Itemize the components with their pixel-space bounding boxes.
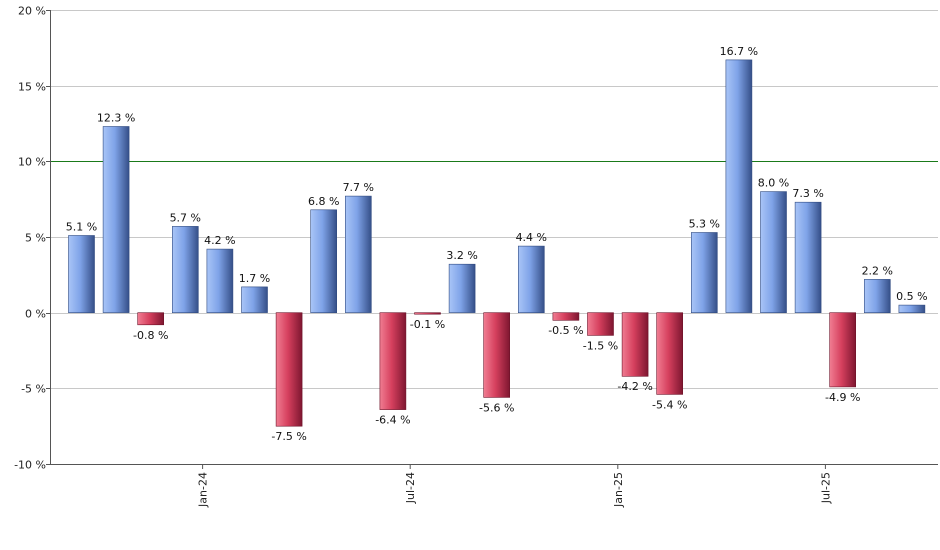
data-label: -4.2 % <box>617 380 652 393</box>
data-label: -7.5 % <box>271 430 306 443</box>
axes <box>46 10 938 469</box>
bar-Aug-25 <box>794 201 822 313</box>
data-labels: 5.1 % 12.3 % -0.8 % 5.7 %4.2 % 1.7 % -7.5 % 6.… <box>66 45 928 443</box>
data-label: -0.8 % <box>133 329 168 342</box>
y-tick-label: -10 % <box>14 459 46 472</box>
x-tick-label: Jul-24 <box>404 472 417 504</box>
data-label: 3.2 % <box>446 249 477 262</box>
bar-Oct-25 <box>863 279 891 313</box>
x-tick-label: Jan-24 <box>197 472 210 508</box>
data-label: 1.7 % <box>239 272 270 285</box>
bar-Jan-25 <box>552 312 580 321</box>
bar-Nov-23 <box>68 235 95 313</box>
bar-Jun-24 <box>310 209 338 314</box>
data-label: 16.7 % <box>720 45 758 58</box>
x-axis-tick-labels: Jan-24 Jul-24 Jan-25 Jul-25 <box>197 472 833 508</box>
bar-Jul-24 <box>344 195 372 313</box>
data-label: -5.4 % <box>652 398 687 411</box>
bar-May-24 <box>275 312 303 427</box>
bar-Jun-25 <box>725 59 753 313</box>
data-label: 4.2 % <box>204 234 235 247</box>
bar-Sep-25 <box>829 312 857 388</box>
bar-Feb-24 <box>172 226 199 313</box>
data-label: -0.1 % <box>410 318 445 331</box>
data-label: 7.7 % <box>343 181 374 194</box>
y-tick-label: 10 % <box>18 156 46 169</box>
bar-May-25 <box>690 232 718 313</box>
data-label: -6.4 % <box>375 414 410 427</box>
data-label: -4.9 % <box>825 391 860 404</box>
bar-Dec-24 <box>517 245 545 314</box>
y-tick-label: 20 % <box>18 5 46 18</box>
bar-Nov-24 <box>483 312 511 398</box>
data-label: -0.5 % <box>548 324 583 337</box>
bar-Sep-24 <box>414 312 441 315</box>
data-label: 2.2 % <box>862 264 893 277</box>
y-axis-tick-labels: 20 % 15 % 10 % 5 % 0 % -5 % -10 % <box>14 5 46 472</box>
data-label: 7.3 % <box>792 187 823 200</box>
bar-Aug-24 <box>379 312 407 410</box>
y-tick-label: 5 % <box>25 232 46 245</box>
bar-Mar-24 <box>206 248 234 314</box>
data-label: 5.7 % <box>170 211 201 224</box>
data-label: 5.1 % <box>66 221 97 234</box>
data-label: 0.5 % <box>896 290 927 303</box>
bar-Mar-25 <box>621 312 649 377</box>
bar-Apr-24 <box>241 286 268 313</box>
data-label: 8.0 % <box>758 177 789 190</box>
x-tick-label: Jul-25 <box>819 472 832 504</box>
data-label: 12.3 % <box>97 112 135 125</box>
y-tick-label: 15 % <box>18 81 46 94</box>
bar-Feb-25 <box>587 312 614 336</box>
y-tick-label: 0 % <box>25 308 46 321</box>
data-label: 5.3 % <box>689 218 720 231</box>
bar-Apr-25 <box>656 312 684 395</box>
y-tick-label: -5 % <box>21 383 46 396</box>
data-label: 4.4 % <box>516 231 547 244</box>
data-label: -1.5 % <box>583 339 618 352</box>
bar-Dec-23 <box>102 126 130 313</box>
x-tick-label: Jan-25 <box>612 472 625 508</box>
data-label: 6.8 % <box>308 195 339 208</box>
bars <box>68 59 926 427</box>
bar-Jan-24 <box>137 312 164 326</box>
bar-Oct-24 <box>448 263 476 313</box>
data-label: -5.6 % <box>479 401 514 414</box>
bar-Jul-25 <box>760 191 787 314</box>
bar-Nov-25 <box>898 304 926 314</box>
